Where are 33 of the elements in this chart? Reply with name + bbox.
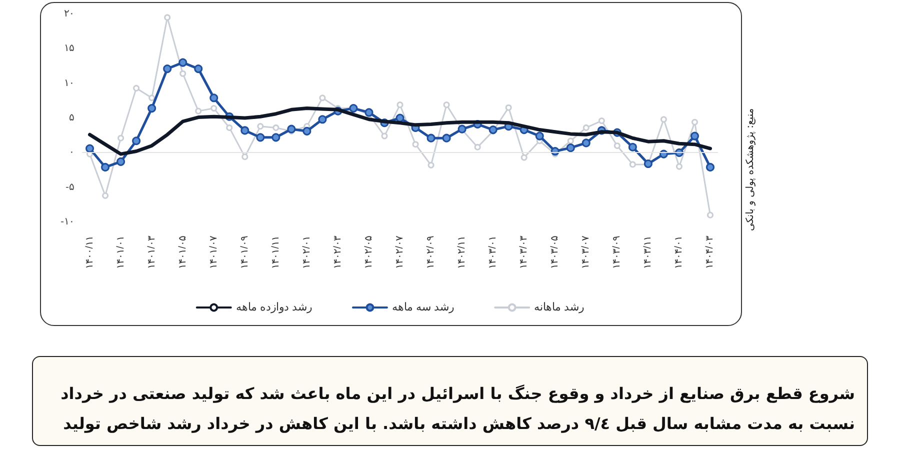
y-tick-label: ۰ [69, 147, 74, 158]
x-tick-label: ۱۴۰۳/۰۵ [550, 236, 561, 269]
y-tick-label: -۱۰ [60, 216, 74, 228]
x-tick-label: ۱۴۰۳/۰۳ [518, 235, 530, 269]
x-tick-label: ۱۴۰۲/۰۷ [394, 235, 406, 269]
x-tick-label: ۱۴۰۳/۰۹ [612, 236, 623, 269]
y-tick-label: ۱۵ [64, 43, 74, 54]
y-tick-label: ۲۰ [64, 8, 74, 20]
x-tick-label: ۱۴۰۳/۱۱ [642, 236, 654, 269]
legend-label: رشد دوازده ماهه [236, 302, 312, 314]
x-tick-label: ۱۴۰۱/۰۳ [146, 235, 158, 269]
x-tick-label: ۱۴۰۱/۰۱ [115, 236, 126, 269]
x-tick-label: ۱۴۰۳/۰۱ [488, 236, 499, 269]
x-tick-label: ۱۴۰۲/۱۱ [456, 236, 468, 269]
x-tick-label: ۱۴۰۰/۱۱ [84, 236, 96, 269]
y-tick-label: ۱۰ [64, 78, 74, 89]
y-tick-label: -۵ [66, 182, 74, 193]
x-tick-label: ۱۴۰۲/۰۱ [301, 236, 312, 269]
x-tick-label: ۱۴۰۲/۰۵ [363, 236, 374, 269]
x-tick-label: ۱۴۰۱/۰۷ [208, 235, 220, 269]
x-tick-label: ۱۴۰۳/۰۷ [580, 235, 592, 269]
legend-label: رشد ماهانه [534, 302, 584, 314]
legend-label: رشد سه ماهه [392, 302, 454, 314]
x-tick-label: ۱۴۰۱/۱۱ [270, 236, 282, 269]
x-tick-label: ۱۴۰۲/۰۳ [332, 235, 344, 269]
x-tick-label: ۱۴۰۴/۰۱ [674, 236, 685, 269]
text: منبع: پژوهشکده پولی و بانکی [745, 108, 757, 234]
x-tick-label: ۱۴۰۴/۰۳ [704, 235, 716, 269]
text: شروع قطع برق صنایع از خرداد و وقوع جنگ با اسرائیل در این ماه باعث شد که تولید صنعتی در خرداد نسبت به مدت مشابه سال قبل ۹/٤ درصد کاهش داشته باشد. با این کاهش در خرداد رشد شاخص تولید [32, 356, 868, 446]
x-tick-label: ۱۴۰۱/۰۵ [177, 236, 188, 269]
y-tick-label: ۵ [69, 112, 74, 124]
x-tick-label: ۱۴۰۱/۰۹ [239, 236, 250, 269]
x-tick-label: ۱۴۰۲/۰۹ [426, 236, 437, 269]
